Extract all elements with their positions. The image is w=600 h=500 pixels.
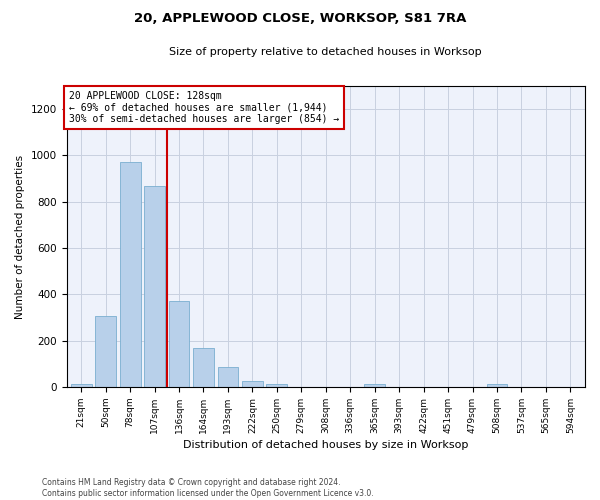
Bar [266, 384, 287, 387]
Text: Contains HM Land Registry data © Crown copyright and database right 2024.
Contai: Contains HM Land Registry data © Crown c… [42, 478, 374, 498]
Bar [95, 316, 116, 387]
Text: 20, APPLEWOOD CLOSE, WORKSOP, S81 7RA: 20, APPLEWOOD CLOSE, WORKSOP, S81 7RA [134, 12, 466, 26]
Text: 20 APPLEWOOD CLOSE: 128sqm
← 69% of detached houses are smaller (1,944)
30% of s: 20 APPLEWOOD CLOSE: 128sqm ← 69% of deta… [69, 90, 340, 124]
Bar [218, 368, 238, 387]
Bar [364, 384, 385, 387]
Y-axis label: Number of detached properties: Number of detached properties [15, 154, 25, 318]
Bar [169, 302, 190, 387]
Bar [71, 384, 92, 387]
Bar [193, 348, 214, 387]
Bar [487, 384, 508, 387]
Title: Size of property relative to detached houses in Worksop: Size of property relative to detached ho… [169, 48, 482, 58]
Bar [120, 162, 140, 387]
X-axis label: Distribution of detached houses by size in Worksop: Distribution of detached houses by size … [183, 440, 469, 450]
Bar [144, 186, 165, 387]
Bar [242, 381, 263, 387]
